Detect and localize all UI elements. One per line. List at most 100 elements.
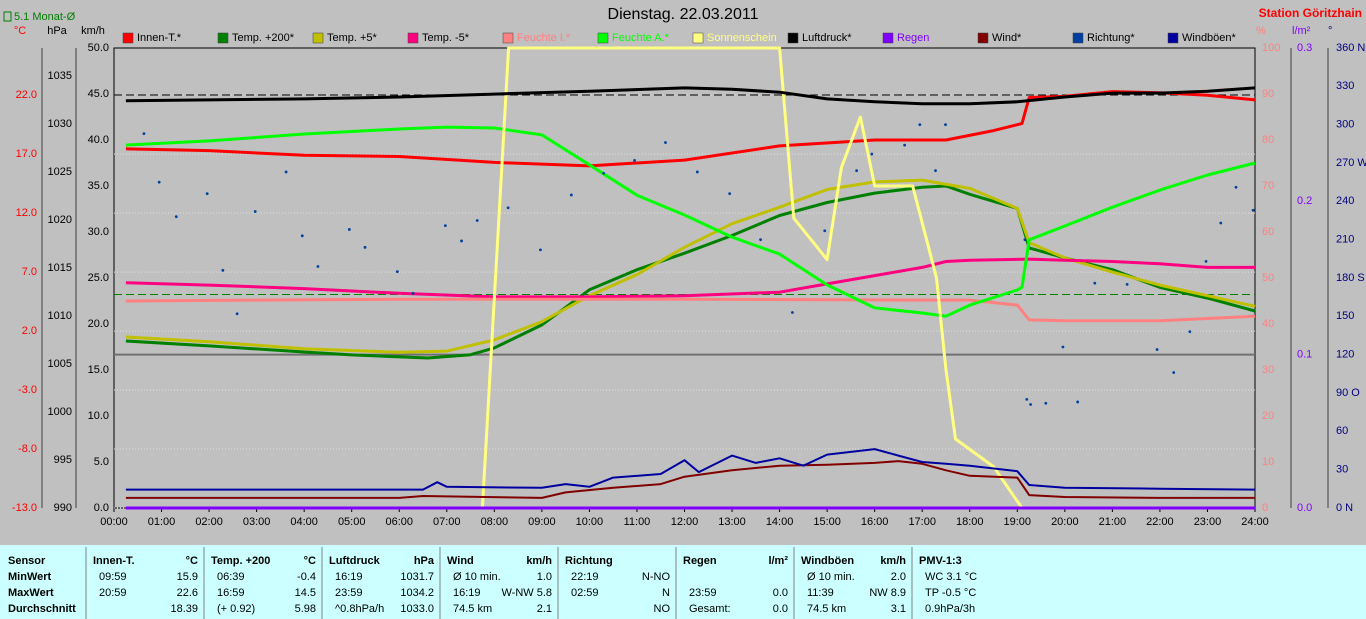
x-tick-label: 13:00 [718, 516, 746, 528]
direction-dot [1204, 259, 1208, 263]
y-tick-label: -13.0 [12, 502, 37, 514]
y-tick-label: 17.0 [16, 148, 37, 160]
direction-dot [363, 245, 367, 249]
y-tick-label: 30 [1262, 364, 1274, 376]
y-tick-label: 0.1 [1297, 349, 1312, 361]
y-tick-label: 180 S [1336, 272, 1365, 284]
stats-header: Luftdruck [329, 555, 381, 567]
legend-label: Regen [897, 32, 929, 44]
plot-area [113, 47, 1256, 509]
direction-dot [695, 170, 699, 174]
direction-dot [460, 239, 463, 243]
series-line [125, 125, 1256, 318]
x-tick-label: 12:00 [671, 516, 699, 528]
stats-value: N-NO [642, 571, 671, 583]
direction-dot [316, 265, 320, 268]
direction-dot [944, 123, 947, 127]
reference-label: 5.1 Monat-Ø [14, 11, 76, 23]
stats-cell: 06:39 [217, 571, 245, 583]
direction-dot [395, 270, 399, 274]
x-tick-label: 19:00 [1004, 516, 1032, 528]
direction-dot [1044, 401, 1048, 405]
stats-unit: hPa [414, 555, 435, 567]
y-tick-label: 150 [1336, 310, 1354, 322]
stats-unit: km/h [880, 555, 906, 567]
y-tick-label: 45.0 [88, 88, 109, 100]
y-tick-label: 270 W [1336, 157, 1366, 169]
stats-value: 5.98 [295, 603, 316, 615]
legend-label: Luftdruck* [802, 32, 852, 44]
x-tick-label: 03:00 [243, 516, 271, 528]
x-tick-label: 07:00 [433, 516, 461, 528]
stats-cell: 23:59 [335, 587, 363, 599]
x-tick-label: 11:00 [624, 516, 651, 528]
direction-dot [506, 206, 510, 210]
y-tick-label: 1015 [48, 262, 72, 274]
stats-value: 2.1 [537, 603, 552, 615]
stats-value: 1033.0 [400, 603, 434, 615]
x-tick-label: 24:00 [1241, 516, 1269, 528]
y-tick-label: 90 O [1336, 387, 1360, 399]
direction-dot [569, 193, 573, 197]
direction-dot [903, 143, 907, 147]
direction-dot [539, 248, 542, 252]
series-line [480, 46, 1024, 509]
direction-dot [1029, 403, 1033, 406]
x-tick-label: 02:00 [195, 516, 223, 528]
y-tick-label: 0.0 [94, 502, 109, 514]
stats-value: NW 8.9 [869, 587, 906, 599]
stats-unit: km/h [526, 555, 552, 567]
direction-dot [205, 192, 209, 196]
series-line [125, 86, 1256, 106]
direction-dot [791, 311, 794, 314]
x-tick-label: 21:00 [1099, 516, 1127, 528]
y-tick-label: 60 [1262, 226, 1274, 238]
x-tick-label: 16:00 [861, 516, 889, 528]
direction-dot [602, 171, 606, 175]
stats-cell: (+ 0.92) [217, 603, 255, 615]
x-tick-label: 05:00 [338, 516, 366, 528]
stats-cell: 74.5 km [807, 603, 846, 615]
y-tick-label: 330 [1336, 80, 1354, 92]
direction-dot [1061, 345, 1065, 349]
direction-dot [855, 169, 859, 173]
legend-swatch [312, 32, 324, 44]
legend-label: Innen-T.* [137, 32, 182, 44]
direction-dot [1155, 348, 1159, 351]
direction-dot [347, 228, 351, 231]
y-tick-label: 30 [1336, 464, 1348, 476]
direction-dot [157, 180, 161, 184]
legend-label: Wind* [992, 32, 1022, 44]
y-tick-label: 25.0 [88, 272, 109, 284]
legend-label: Temp. +5* [327, 32, 378, 44]
legend-swatch [597, 32, 609, 44]
y-tick-label: 0.2 [1297, 195, 1312, 207]
stats-row-label: MinWert [8, 571, 52, 583]
y-tick-label: 990 [54, 502, 72, 514]
stats-cell: Gesamt: [689, 603, 731, 615]
y-tick-label: 10 [1262, 456, 1274, 468]
direction-dot [1172, 371, 1176, 374]
stats-cell: TP -0.5 °C [925, 587, 976, 599]
axis-unit: hPa [47, 25, 67, 37]
stats-cell: 16:59 [217, 587, 245, 599]
direction-dot [221, 268, 225, 272]
direction-dot [443, 224, 447, 228]
direction-dot [633, 159, 636, 162]
direction-dot [934, 169, 937, 173]
y-tick-label: 240 [1336, 195, 1354, 207]
direction-dot [235, 312, 239, 316]
direction-dot [1188, 330, 1192, 334]
axis-unit: ° [1328, 25, 1332, 37]
stats-value: 22.6 [177, 587, 198, 599]
legend-swatch [502, 32, 514, 44]
stats-cell: WC 3.1 °C [925, 571, 977, 583]
stats-unit: l/m² [768, 555, 788, 567]
y-tick-label: 70 [1262, 180, 1274, 192]
stats-panel [0, 545, 1366, 619]
direction-dot [1076, 400, 1080, 404]
legend-label: Sonnenschein [707, 32, 777, 44]
y-tick-label: 1005 [48, 358, 72, 370]
stats-header: Regen [683, 555, 717, 567]
